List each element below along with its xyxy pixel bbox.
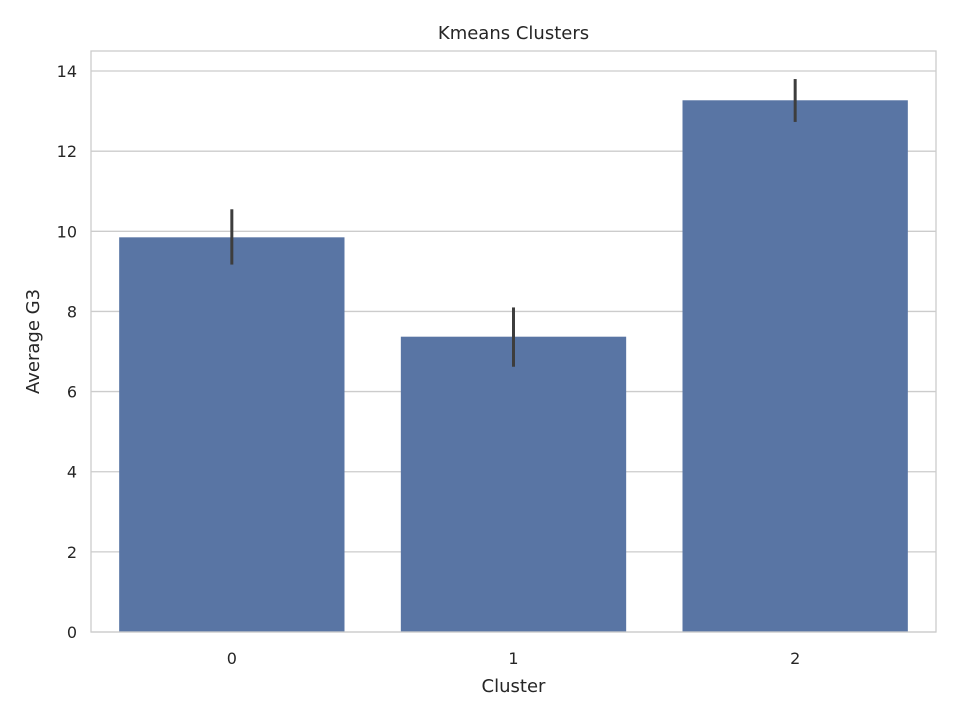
chart-title: Kmeans Clusters — [438, 23, 589, 44]
y-tick-label: 14 — [57, 62, 77, 81]
x-tick-label: 2 — [790, 649, 800, 668]
y-tick-label: 4 — [67, 463, 77, 482]
y-axis-label: Average G3 — [23, 289, 44, 394]
y-tick-labels: 0 2 4 6 8 10 12 14 — [57, 62, 77, 642]
bar — [682, 100, 908, 632]
y-tick-label: 0 — [67, 623, 77, 642]
y-tick-label: 10 — [57, 222, 77, 241]
x-tick-label: 0 — [227, 649, 237, 668]
y-tick-label: 12 — [57, 142, 77, 161]
bar — [119, 237, 345, 633]
bar — [400, 336, 627, 632]
x-tick-label: 1 — [508, 649, 518, 668]
error-bars — [230, 79, 797, 367]
bars — [119, 100, 908, 633]
plot-frame — [90, 50, 937, 633]
y-tick-label: 2 — [67, 543, 77, 562]
x-tick-labels: 0 1 2 — [227, 649, 801, 668]
y-tick-label: 6 — [67, 383, 77, 402]
y-tick-label: 8 — [67, 302, 77, 321]
x-axis-label: Cluster — [482, 676, 546, 697]
